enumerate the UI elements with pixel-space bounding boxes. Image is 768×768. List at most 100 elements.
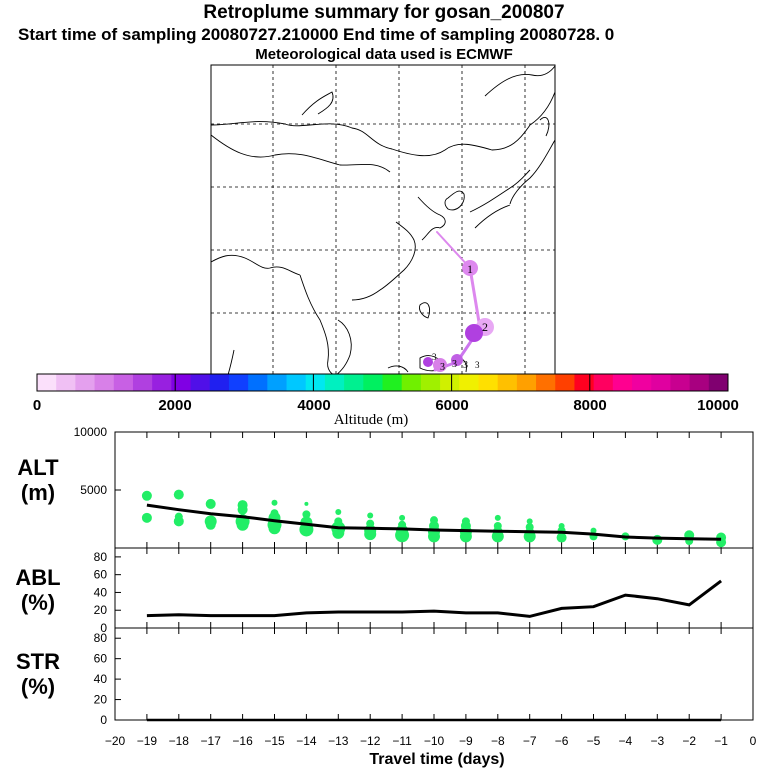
particle-point (556, 532, 567, 543)
colorbar-cell (574, 374, 595, 391)
colorbar-cell (536, 374, 556, 391)
x-tick-label: −9 (459, 734, 473, 748)
abl-y-ticks: 0 20 40 60 80 (94, 548, 754, 635)
plume-labels: 1 2 3 3 3 3 3 (432, 262, 488, 373)
y-tick-label: 0 (100, 621, 107, 635)
particle-point (364, 528, 377, 541)
colorbar-cell (632, 374, 652, 391)
x-tick-label: −16 (232, 734, 253, 748)
particle-point (590, 527, 597, 534)
colorbar-cell (286, 374, 307, 391)
plume-label: 2 (482, 320, 488, 334)
abl-ylabel: ABL (15, 565, 60, 590)
colorbar-cell (497, 374, 518, 391)
alt-ylabel: ALT (17, 455, 59, 480)
particle-point (332, 526, 345, 539)
colorbar-cell (344, 374, 364, 391)
map-frame (210, 64, 556, 376)
plume-trajectory (423, 231, 494, 372)
x-tick-label: −18 (169, 734, 190, 748)
plume-blob (462, 260, 478, 276)
colorbar-cell (401, 374, 422, 391)
colorbar-cell (37, 374, 57, 391)
x-axis-ticks: −20 −19 −18 −17 −16 −15 −14 −13 −12 −11 −10 −9 −8 −7−… (105, 734, 757, 748)
particle-point (523, 530, 536, 543)
colorbar-cell (651, 374, 671, 391)
colorbar-cell (593, 374, 614, 391)
colorbar-cell (708, 374, 729, 391)
particle-point (236, 518, 249, 531)
y-tick-label: 60 (94, 652, 108, 666)
x-tick-label: −12 (360, 734, 381, 748)
abl-ylabel-unit: (%) (21, 590, 55, 615)
plume-blob (465, 324, 483, 342)
colorbar-title: Altitude (m) (334, 412, 409, 428)
str-panel-frame (114, 627, 754, 721)
y-tick-label: 20 (94, 693, 108, 707)
colorbar-cell (324, 374, 345, 391)
colorbar-cells (37, 374, 729, 391)
colorbar-cell (94, 374, 115, 391)
y-tick-label: 20 (94, 603, 108, 617)
plume-segment (468, 266, 482, 330)
colorbar-cell (56, 374, 76, 391)
particle-point (399, 514, 406, 521)
particle-point (335, 509, 342, 516)
colorbar-cell (420, 374, 441, 391)
colorbar-cell (382, 374, 403, 391)
colorbar-tick-label: 4000 (297, 397, 330, 414)
particle-point (271, 499, 278, 506)
x-tick-label: −19 (137, 734, 158, 748)
x-tick-label: −3 (650, 734, 664, 748)
y-tick-label: 40 (94, 672, 108, 686)
colorbar-cell (363, 374, 383, 391)
plume-label: 3 (440, 362, 445, 373)
plume-label: 3 (475, 360, 480, 370)
x-tick-label: −2 (682, 734, 696, 748)
colorbar-tick-label: 6000 (435, 397, 468, 414)
particle-point (526, 518, 533, 525)
particle-point (237, 504, 248, 515)
colorbar-cell (75, 374, 96, 391)
particle-point (367, 512, 374, 519)
x-tick-label: 0 (750, 734, 757, 748)
map-panel: 1 2 3 3 3 3 3 (210, 64, 556, 376)
plume-label: 1 (467, 262, 473, 276)
particle-point (395, 528, 410, 543)
particle-point (428, 530, 440, 543)
colorbar-tick-label: 2000 (158, 397, 191, 414)
colorbar-cell (555, 374, 575, 391)
y-tick-label: 80 (94, 631, 108, 645)
plume-blob (423, 357, 433, 367)
colorbar-tick-label: 8000 (573, 397, 606, 414)
x-tick-label: −20 (105, 734, 126, 748)
y-tick-label: 5000 (80, 483, 107, 497)
colorbar-cell (689, 374, 710, 391)
colorbar-cell (171, 374, 192, 391)
particle-point (173, 489, 184, 500)
x-tick-label: −4 (619, 734, 633, 748)
particle-point (491, 530, 504, 543)
x-tick-label: −7 (523, 734, 537, 748)
particle-point (268, 522, 281, 535)
x-tick-label: −8 (491, 734, 505, 748)
abl-panel: 0 20 40 60 80 ABL (%) (15, 547, 754, 635)
particle-point (304, 501, 309, 506)
x-tick-label: −13 (328, 734, 349, 748)
plume-blob (433, 358, 447, 372)
y-tick-label: 60 (94, 568, 108, 582)
x-tick-label: −10 (424, 734, 445, 748)
colorbar-frame (36, 373, 729, 392)
y-tick-label: 10000 (74, 425, 108, 439)
colorbar-cell (612, 374, 633, 391)
colorbar-cell (516, 374, 537, 391)
x-axis-title: Travel time (days) (369, 751, 504, 768)
x-tick-label: −1 (714, 734, 728, 748)
colorbar-cell (209, 374, 230, 391)
y-tick-label: 80 (94, 550, 108, 564)
plume-blob (451, 354, 463, 366)
colorbar-cell (478, 374, 499, 391)
particle-point (652, 534, 663, 545)
colorbar-cell (228, 374, 249, 391)
